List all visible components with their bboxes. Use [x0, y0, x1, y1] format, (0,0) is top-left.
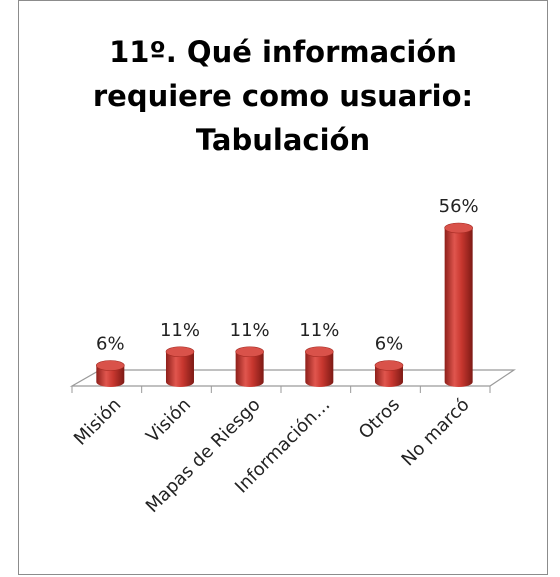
- x-tick-label: Misión: [70, 394, 125, 449]
- data-label: 6%: [96, 334, 125, 355]
- bar: [96, 360, 125, 387]
- x-tick-label: No marcó: [398, 394, 474, 470]
- data-label: 11%: [299, 320, 339, 341]
- bar: [444, 222, 473, 387]
- data-label: 6%: [375, 334, 404, 355]
- x-tick-label: Otros: [355, 394, 404, 443]
- data-label: 11%: [160, 320, 200, 341]
- bar: [305, 346, 334, 387]
- chart-frame: [18, 0, 548, 575]
- data-label: 56%: [439, 196, 479, 217]
- data-label: 11%: [230, 320, 270, 341]
- chart-title: 11º. Qué información requiere como usuar…: [92, 35, 474, 157]
- x-tick-label: Mapas de Riesgo: [142, 394, 265, 517]
- bar: [235, 346, 264, 387]
- x-tick-label: Visión: [142, 394, 195, 447]
- bar: [165, 346, 195, 387]
- bar: [374, 360, 404, 387]
